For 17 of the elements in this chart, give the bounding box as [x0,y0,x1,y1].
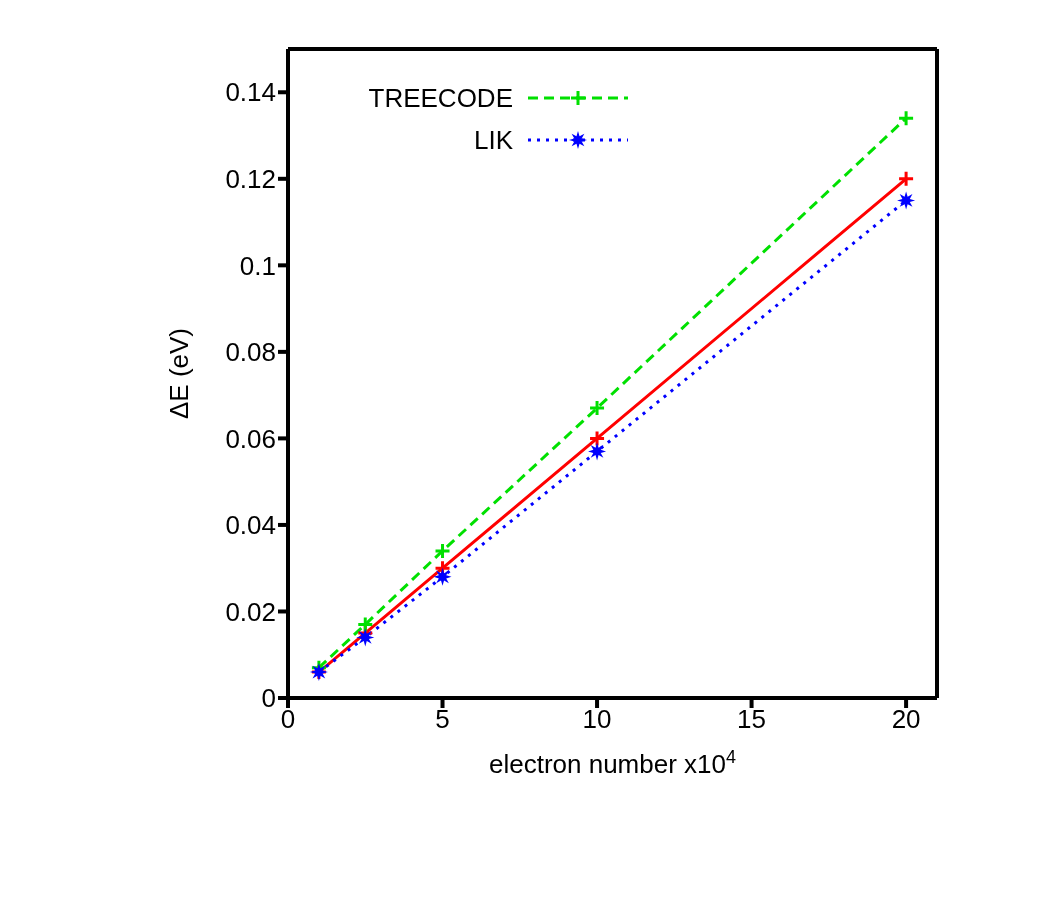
y-tick-label: 0.06 [225,423,276,454]
x-tick-label: 10 [582,704,612,735]
legend-label: LIK [473,125,514,155]
x-tick-label: 0 [280,704,296,735]
y-tick-label: 0.12 [225,164,276,195]
y-axis-title: ΔE (eV) [164,327,194,420]
y-tick-label: 0.08 [225,337,276,368]
y-tick-label: 0 [261,683,276,714]
x-tick-label: 15 [737,704,767,735]
x-tick-label: 5 [435,704,450,735]
y-tick-label: 0.04 [225,510,276,541]
legend-label: TREECODE [368,83,513,113]
y-tick-label: 0.1 [239,250,276,281]
x-tick-label: 20 [891,704,921,735]
y-tick-label: 0.02 [225,596,276,627]
y-tick-label: 0.14 [225,77,276,108]
x-axis-title: electron number x10$^{4}$ [488,747,737,779]
